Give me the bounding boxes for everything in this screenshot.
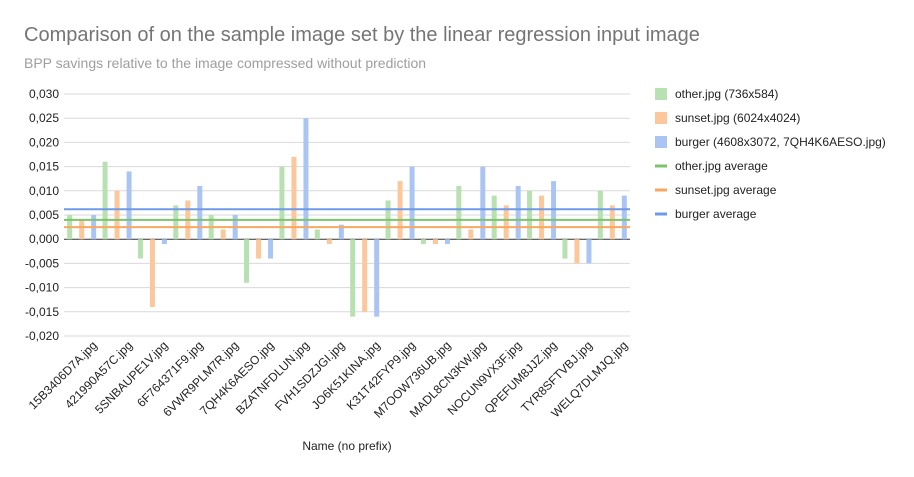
bar xyxy=(374,239,380,317)
bar xyxy=(326,239,332,245)
y-tick-label: 0,030 xyxy=(29,87,59,101)
bar xyxy=(539,195,545,240)
bar xyxy=(149,239,155,307)
legend-swatch xyxy=(655,136,667,148)
y-tick-label: 0,015 xyxy=(29,160,59,174)
bar xyxy=(279,166,285,240)
bar xyxy=(586,239,592,264)
y-tick-label: 0,025 xyxy=(29,111,59,125)
bar xyxy=(114,190,120,240)
legend-label: sunset.jpg (6024x4024) xyxy=(675,111,800,125)
legend-swatch xyxy=(655,112,667,124)
y-tick-label: 0,000 xyxy=(29,232,59,246)
bar xyxy=(303,118,309,240)
bar xyxy=(338,224,344,240)
bar xyxy=(562,239,568,259)
y-tick-label: 0,010 xyxy=(29,184,59,198)
bar xyxy=(102,161,108,240)
y-tick-label: -0,005 xyxy=(25,256,59,270)
bar xyxy=(621,195,627,240)
bar xyxy=(420,239,426,245)
legend-label: burger average xyxy=(675,207,757,221)
legend-label: burger (4608x3072, 7QH4K6AESO.jpg) xyxy=(675,135,886,149)
average-lines xyxy=(64,208,630,229)
bar xyxy=(432,239,438,245)
bar xyxy=(609,205,615,240)
bar xyxy=(456,185,462,240)
legend-swatch xyxy=(655,88,667,100)
y-axis-ticks: 0,030 0,025 0,020 0,015 0,010 0,005 0,000 -0,00… xyxy=(25,87,59,343)
y-tick-label: 0,005 xyxy=(29,208,59,222)
bar xyxy=(444,239,450,245)
bar xyxy=(173,205,179,240)
bar xyxy=(256,239,262,259)
chart-subtitle: BPP savings relative to the image compre… xyxy=(24,55,427,71)
bar xyxy=(491,195,497,240)
bar xyxy=(79,219,85,240)
legend-label: other.jpg (736x584) xyxy=(675,87,778,101)
bar xyxy=(291,156,297,240)
x-axis-ticks: 15B3406D7A.jpg421990A57C.jpg5SNBAUPE1V.j… xyxy=(26,338,631,421)
legend-swatch xyxy=(655,212,667,216)
bar xyxy=(597,190,603,240)
bar xyxy=(244,239,250,283)
bar xyxy=(468,229,474,240)
bar xyxy=(220,229,226,240)
bar xyxy=(409,166,415,240)
legend-swatch xyxy=(655,164,667,168)
bar xyxy=(362,239,368,312)
y-tick-label: -0,010 xyxy=(25,281,59,295)
bar xyxy=(350,239,356,317)
legend-label: sunset.jpg average xyxy=(675,183,777,197)
bar xyxy=(503,205,509,240)
bar xyxy=(314,229,320,240)
bar xyxy=(161,239,167,245)
bar xyxy=(137,239,143,259)
legend-label: other.jpg average xyxy=(675,159,768,173)
bar-marks xyxy=(67,118,627,317)
y-tick-label: 0,020 xyxy=(29,135,59,149)
bar xyxy=(197,185,203,240)
chart-title: Comparison of on the sample image set by… xyxy=(24,24,700,46)
bar xyxy=(527,190,533,240)
legend: other.jpg (736x584) sunset.jpg (6024x4024… xyxy=(655,87,886,221)
legend-swatch xyxy=(655,188,667,192)
bar xyxy=(574,239,580,264)
bar xyxy=(480,166,486,240)
x-axis-title: Name (no prefix) xyxy=(302,439,391,453)
y-tick-label: -0,015 xyxy=(25,305,59,319)
y-tick-label: -0,020 xyxy=(25,329,59,343)
bar xyxy=(126,171,132,240)
bar xyxy=(268,239,274,259)
bar xyxy=(515,185,521,240)
gridlines xyxy=(64,93,630,337)
